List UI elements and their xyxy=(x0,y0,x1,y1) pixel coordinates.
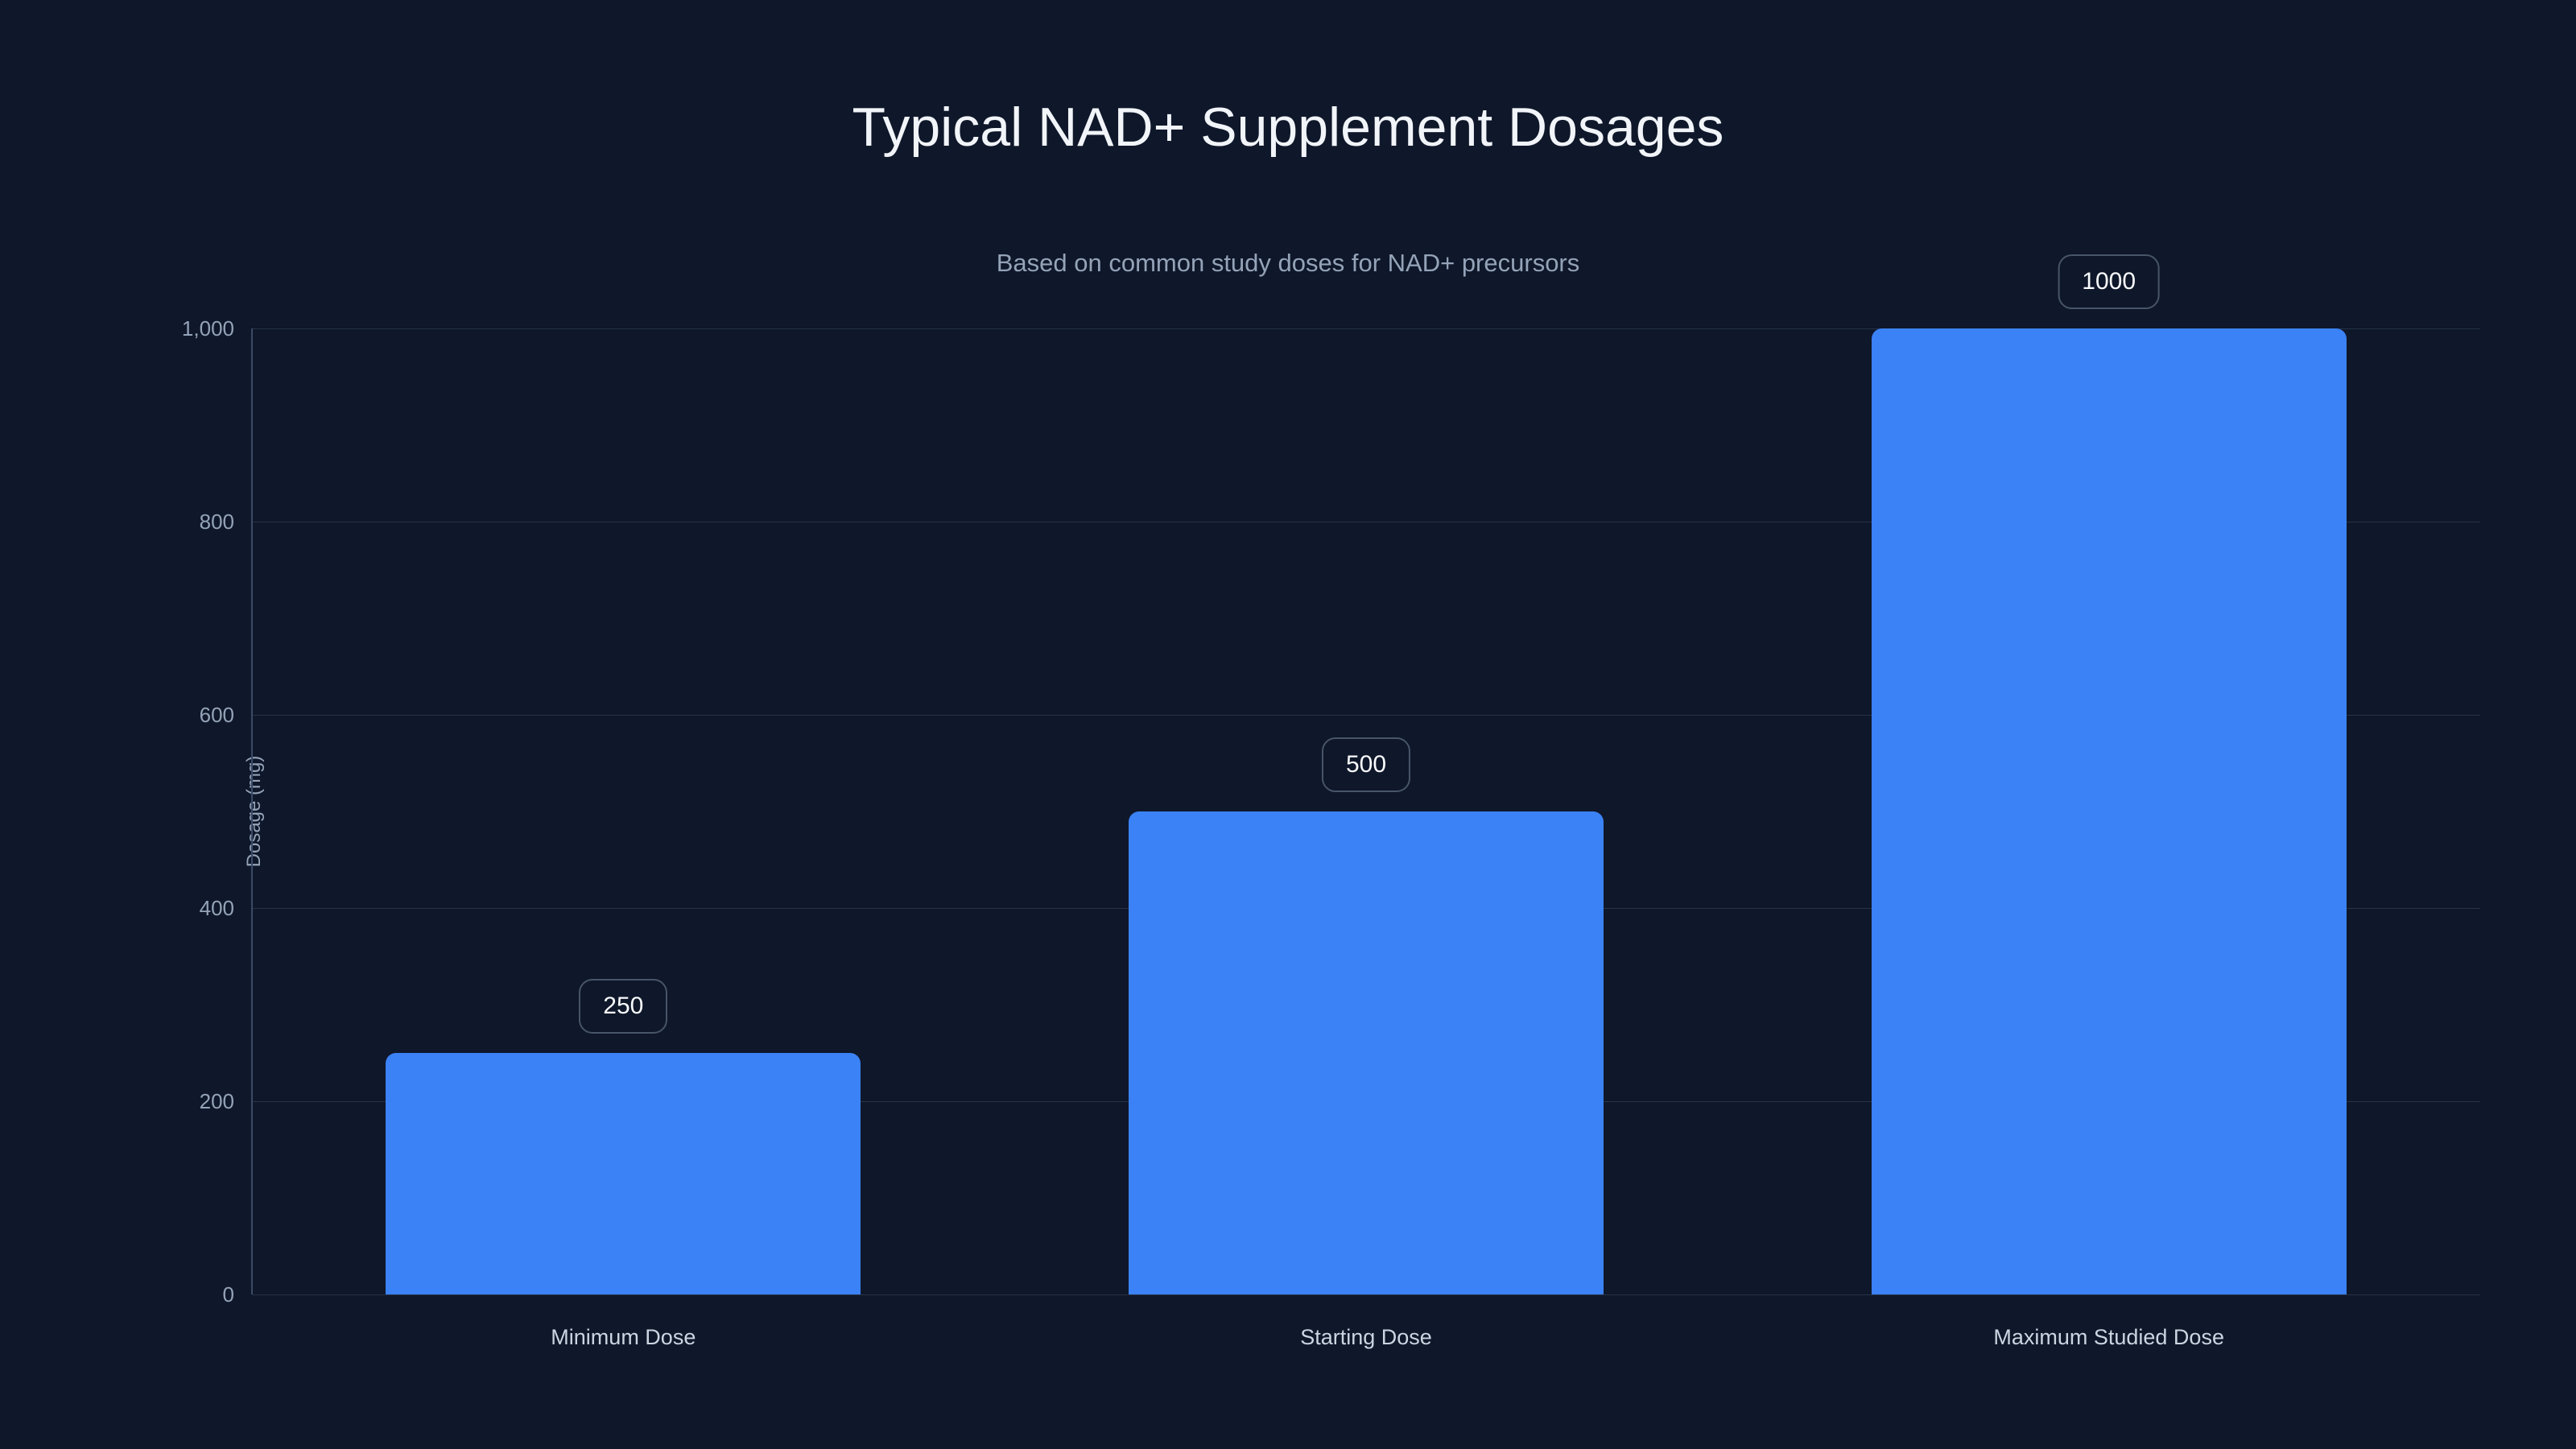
gridline-1000 xyxy=(252,328,2480,329)
chart-title: Typical NAD+ Supplement Dosages xyxy=(852,97,1724,158)
chart-subtitle: Based on common study doses for NAD+ pre… xyxy=(996,249,1580,277)
x-axis-label-starting-dose: Starting Dose xyxy=(1300,1325,1432,1349)
y-tick-label-400: 400 xyxy=(199,896,234,920)
bar-value-badge-250: 250 xyxy=(579,979,668,1034)
bar-value-badge-1000: 1000 xyxy=(2058,254,2161,309)
bar-minimum-dose[interactable] xyxy=(386,1053,861,1294)
x-axis-label-maximum-studied-dose: Maximum Studied Dose xyxy=(1993,1325,2224,1349)
y-tick-label-600: 600 xyxy=(199,703,234,727)
gridline-0 xyxy=(252,1294,2480,1295)
bar-maximum-studied-dose[interactable] xyxy=(1871,328,2347,1294)
y-tick-label-800: 800 xyxy=(199,510,234,534)
y-tick-label-200: 200 xyxy=(199,1089,234,1113)
bar-value-badge-500: 500 xyxy=(1321,737,1411,792)
y-axis-title: Dosage (mg) xyxy=(243,755,265,868)
bar-chart-plot-area: Dosage (mg) 0 200 400 600 800 1,000 250 500 100… xyxy=(182,254,2480,1349)
gridline-600 xyxy=(252,714,2480,716)
y-tick-label-0: 0 xyxy=(222,1282,234,1307)
y-tick-label-1000: 1,000 xyxy=(181,316,234,341)
x-axis-label-minimum-dose: Minimum Dose xyxy=(551,1325,696,1349)
bar-starting-dose[interactable] xyxy=(1129,811,1604,1294)
y-axis-line xyxy=(251,328,253,1294)
